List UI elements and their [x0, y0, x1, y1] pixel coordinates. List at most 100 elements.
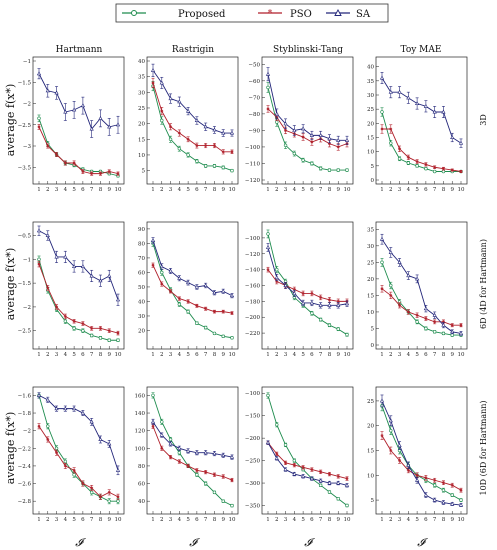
y-tick-label: 5 — [371, 498, 375, 504]
y-tick-label: −1 — [23, 59, 31, 65]
y-tick-label: 40 — [138, 499, 145, 505]
data-point — [301, 158, 305, 162]
data-point — [212, 290, 217, 295]
data-point — [441, 500, 446, 505]
x-tick-label: 8 — [213, 517, 217, 523]
data-point — [160, 282, 164, 286]
data-point — [275, 120, 279, 124]
data-point — [37, 116, 41, 121]
x-tick-label: 1 — [37, 517, 41, 523]
data-point — [379, 398, 385, 403]
data-point — [336, 327, 340, 331]
data-point — [230, 168, 234, 173]
y-tick-label: 140 — [135, 411, 146, 417]
data-point — [203, 164, 208, 168]
data-point — [450, 329, 455, 334]
x-tick-label: 4 — [407, 352, 411, 358]
data-point — [159, 432, 164, 437]
x-tick-label: 5 — [301, 352, 305, 358]
legend-label-pso: PSO — [290, 9, 312, 20]
x-tick-label: 2 — [160, 187, 164, 193]
data-point — [433, 478, 437, 482]
y-tick-label: 25 — [367, 260, 374, 266]
x-tick-label: 2 — [46, 352, 50, 358]
y-tick-label: 15 — [367, 449, 374, 455]
x-tick-label: 3 — [398, 187, 402, 193]
data-point — [89, 273, 94, 278]
data-point — [292, 127, 297, 132]
x-tick-label: 9 — [450, 517, 454, 523]
data-point — [397, 157, 402, 161]
y-tick-label: 15 — [367, 293, 374, 299]
x-tick-label: 5 — [186, 352, 190, 358]
data-point — [203, 481, 208, 486]
data-point — [63, 314, 67, 318]
y-tick-label: −150 — [245, 414, 261, 420]
x-tick-label: 2 — [275, 352, 279, 358]
panel-4: −0.5 −1 −1.5 −2 −2.5 1 2 3 4 5 6 7 8 9 10 — [18, 221, 125, 358]
data-point — [310, 311, 314, 315]
data-point — [441, 167, 445, 171]
x-tick-label: 2 — [389, 187, 393, 193]
series-line — [38, 395, 118, 502]
data-point — [327, 472, 331, 476]
x-tick-label: 9 — [336, 517, 340, 523]
data-point — [441, 322, 446, 327]
data-point — [301, 465, 305, 469]
x-tick-label: 8 — [213, 187, 217, 193]
legend-marker-pso: * — [268, 9, 273, 19]
legend-entry-pso: * PSO — [258, 9, 312, 20]
data-point — [107, 273, 112, 278]
data-point — [388, 418, 393, 423]
data-point — [212, 331, 217, 336]
data-point — [336, 497, 340, 501]
data-point — [265, 244, 271, 249]
data-point — [424, 326, 428, 331]
data-point — [432, 483, 437, 487]
data-point — [415, 164, 419, 168]
data-point — [116, 495, 120, 499]
data-point — [37, 125, 41, 129]
y-tick-label: −70 — [248, 95, 260, 101]
x-tick-label: 3 — [284, 187, 288, 193]
data-point — [107, 329, 111, 333]
data-point — [80, 264, 85, 268]
data-point — [380, 434, 384, 438]
panel-title-styblinski-tang: Styblinski-Tang — [273, 45, 343, 55]
data-point — [423, 103, 428, 108]
data-point — [203, 124, 208, 129]
data-point — [379, 75, 385, 80]
data-point — [406, 310, 410, 314]
data-point — [168, 137, 173, 141]
x-tick-label: 2 — [275, 517, 279, 523]
series-line — [267, 442, 348, 480]
x-tick-label: 7 — [433, 187, 437, 193]
data-point — [345, 503, 349, 508]
x-tick-label: 2 — [160, 517, 164, 523]
data-point — [336, 302, 341, 307]
data-point — [266, 232, 270, 236]
x-tick-label: 2 — [275, 187, 279, 193]
data-point — [458, 502, 464, 507]
y-tick-label: −2.2 — [18, 446, 31, 452]
data-point — [292, 151, 297, 156]
data-point — [230, 336, 234, 340]
data-point — [310, 161, 314, 166]
data-point — [301, 291, 305, 295]
data-point — [345, 477, 349, 481]
y-tick-label: −2.5 — [18, 123, 32, 129]
data-point — [36, 71, 42, 76]
data-point — [275, 452, 279, 456]
x-tick-label: 1 — [266, 187, 270, 193]
data-point — [274, 111, 279, 116]
panel-5: 20 30 40 50 60 70 80 90 1 2 3 4 5 6 7 8 9 10 — [138, 221, 239, 358]
series-sa — [36, 68, 121, 138]
data-point — [441, 109, 446, 114]
data-point — [80, 103, 85, 108]
y-tick-label: 40 — [138, 299, 145, 305]
y-tick-label: 0 — [371, 343, 375, 349]
x-tick-label: 4 — [293, 352, 297, 358]
data-point — [336, 145, 340, 149]
data-point — [186, 280, 191, 285]
y-tick-label: −1 — [23, 257, 31, 263]
